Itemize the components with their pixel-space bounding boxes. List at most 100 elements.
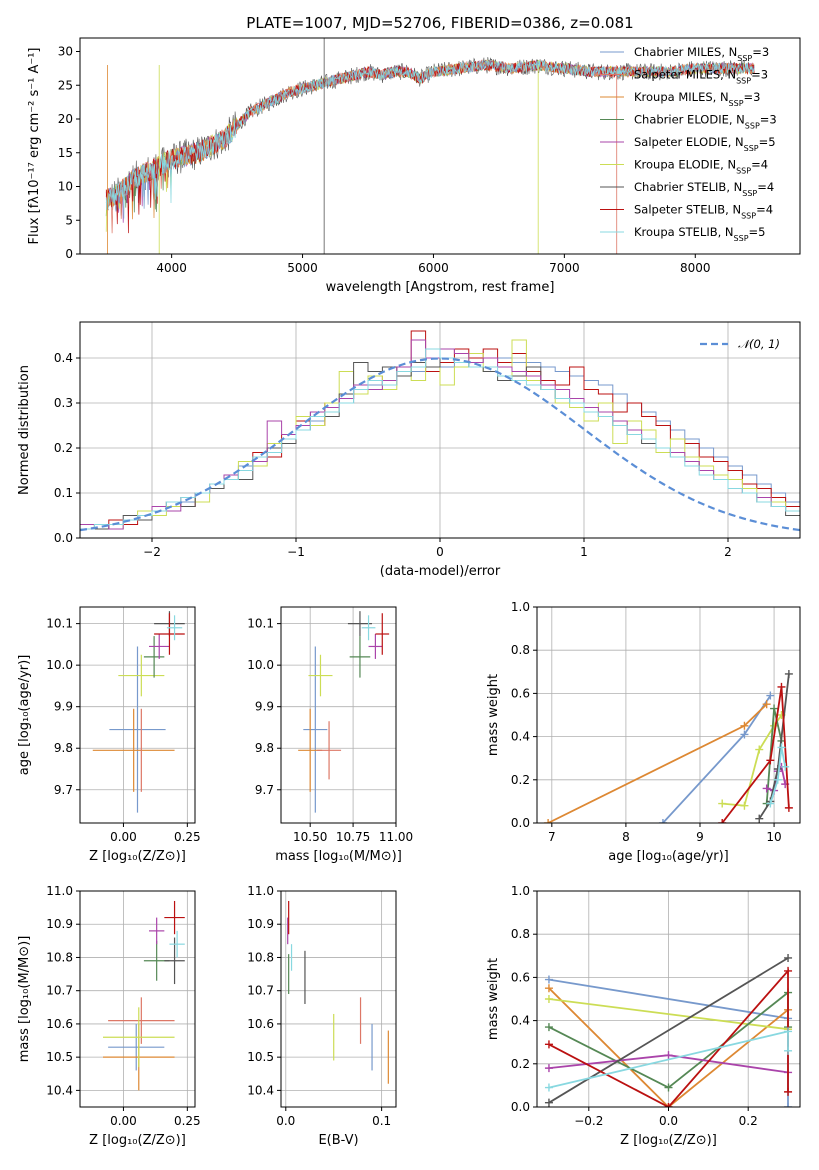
y-tick-label: 0.1: [54, 486, 73, 500]
y-tick-label: 10.9: [247, 917, 274, 931]
weight-marker-KM: [544, 819, 553, 823]
x-tick-label: 0.00: [110, 830, 137, 844]
y-tick-label: 10.6: [46, 1017, 73, 1031]
weight-marker-KE: [544, 995, 553, 1003]
y-tick-label: 0.6: [511, 686, 530, 700]
y-tick-label: 0.0: [511, 816, 530, 830]
x-tick-label: 0.2: [739, 1114, 758, 1128]
spectrum-line-KS: [105, 59, 755, 219]
errorbar-CE: [143, 636, 165, 678]
weight-marker-CE: [664, 1083, 673, 1092]
errorbar-CM: [109, 646, 166, 813]
errorbar-CE: [349, 636, 371, 678]
weight-line-KS: [769, 747, 787, 804]
y-axis-label: Normed distribution: [17, 365, 32, 495]
weight-marker-KS: [784, 1027, 793, 1036]
x-tick-label: 8: [622, 830, 630, 844]
x-tick-label: 0.0: [276, 1114, 295, 1128]
y-tick-label: 9.8: [54, 741, 73, 755]
y-tick-label: 10.1: [46, 617, 73, 631]
histogram-KS: [80, 348, 800, 538]
weight-marker-KS: [777, 743, 786, 752]
weight-marker-KM: [740, 721, 749, 730]
weight-marker-SS: [784, 966, 793, 975]
legend-entry: Chabrier MILES, NSSP=3: [634, 45, 769, 63]
errorbar-CS: [164, 937, 185, 985]
y-tick-label: 0.4: [54, 351, 73, 365]
axes-massweight_vs_age: 7 8 9 10 0.0 0.2 0.4 0.6 0.8 1.0 age [log₁₀(age/yr…: [486, 600, 801, 864]
x-tick-label: 7: [548, 830, 556, 844]
y-tick-label: 20: [58, 112, 73, 126]
axes-frame: [280, 606, 397, 824]
x-tick-label: 0.0: [659, 1114, 678, 1128]
x-tick-label: 7000: [549, 261, 580, 275]
y-axis-label: Flux [fλ10⁻¹⁷ erg cm⁻² s⁻¹ A⁻¹]: [27, 48, 42, 245]
axes-residuals: −2 −1 0 1 2 0.0 0.1 0.2 0.3 0.4 (data-model)/error…: [17, 321, 801, 579]
weight-marker-SS: [784, 1087, 793, 1096]
x-axis-label: (data-model)/error: [380, 564, 501, 579]
axes-frame: [79, 606, 196, 824]
errorbar-SS: [164, 900, 185, 935]
y-tick-label: 15: [58, 146, 73, 160]
legend-entry: Salpeter ELODIE, NSSP=5: [634, 135, 776, 153]
y-axis-label: mass weight: [486, 674, 501, 756]
weight-marker-KS: [773, 775, 782, 784]
weight-marker-CM: [784, 1103, 793, 1107]
y-tick-label: 0.0: [511, 1100, 530, 1114]
x-tick-label: −2: [143, 545, 161, 559]
weight-marker-CE: [770, 704, 779, 713]
axes-frame: [536, 606, 801, 824]
weight-marker-SS: [777, 682, 786, 691]
weight-marker-CS: [784, 953, 793, 962]
weight-marker-SS: [718, 819, 727, 823]
x-tick-label: 5000: [287, 261, 318, 275]
y-tick-label: 9.9: [255, 700, 274, 714]
axes-frame: [79, 37, 801, 255]
weight-marker-SS: [664, 1103, 673, 1107]
x-tick-label: 9: [696, 830, 704, 844]
x-tick-label: 8000: [680, 261, 711, 275]
y-tick-label: 9.9: [54, 700, 73, 714]
x-tick-label: 11.00: [379, 830, 413, 844]
x-axis-label: Z [log₁₀(Z/Z⊙)]: [89, 1133, 186, 1148]
axes-massweight_vs_Z: −0.2 0.0 0.2 0.0 0.2 0.4 0.6 0.8 1.0 Z [log₁₀(Z/Z…: [486, 884, 801, 1148]
weight-marker-CS: [544, 1098, 553, 1107]
y-tick-label: 0.8: [511, 927, 530, 941]
chart-title: PLATE=1007, MJD=52706, FIBERID=0386, z=0…: [246, 14, 633, 32]
weight-marker-KS: [766, 799, 775, 808]
y-axis-label: mass [log₁₀(M/M⊙)]: [17, 936, 32, 1063]
axes-age_vs_Z: 0.00 0.25 9.7 9.8 9.9 10.0 10.1 Z [log₁₀(Z/Z⊙)]…: [17, 606, 201, 864]
weight-marker-SS: [784, 803, 793, 812]
y-tick-label: 0: [65, 247, 73, 261]
weight-marker-CS: [755, 814, 764, 823]
weight-marker-KE: [755, 745, 764, 754]
weight-marker-CM: [766, 691, 775, 700]
axes-frame: [280, 890, 397, 1108]
legend-entry: Kroupa MILES, NSSP=3: [634, 90, 760, 108]
y-tick-label: 10.4: [247, 1083, 274, 1097]
y-tick-label: 10.0: [46, 658, 73, 672]
y-tick-label: 11.0: [247, 884, 274, 898]
x-tick-label: 0.00: [110, 1114, 137, 1128]
errorbar-KS: [166, 615, 183, 641]
y-tick-label: 10.5: [46, 1050, 73, 1064]
y-tick-label: 5: [65, 213, 73, 227]
y-tick-label: 0.2: [511, 1057, 530, 1071]
x-tick-label: 0: [436, 545, 444, 559]
y-tick-label: 0.3: [54, 396, 73, 410]
axes-mass_vs_Z: 0.00 0.25 10.4 10.5 10.6 10.7 10.8 10.9 11.0 Z [l…: [17, 884, 201, 1148]
y-tick-label: 10.6: [247, 1017, 274, 1031]
legend-entry: Salpeter MILES, NSSP=3: [634, 68, 768, 86]
spectrum-legend: Chabrier MILES, NSSP=3 Salpeter MILES, NS…: [600, 45, 777, 243]
plot-area-mass_vs_Z: [103, 900, 185, 1091]
plot-area-age_vs_mass: [298, 611, 390, 813]
errorbar-SE: [368, 634, 383, 659]
errorbar-SE: [149, 634, 170, 659]
plot-area-massweight_vs_Z: [544, 953, 793, 1107]
weight-marker-KE: [770, 721, 779, 730]
weight-marker-KE: [718, 799, 727, 808]
x-axis-label: wavelength [Angstrom, rest frame]: [326, 280, 555, 295]
y-tick-label: 10.8: [46, 950, 73, 964]
weight-marker-KS: [781, 762, 790, 771]
y-tick-label: 0.8: [511, 643, 530, 657]
